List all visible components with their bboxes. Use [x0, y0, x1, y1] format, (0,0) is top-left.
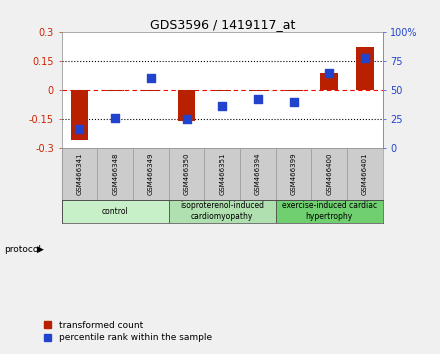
- Point: [147, 76, 154, 81]
- Bar: [62, 200, 169, 223]
- Bar: [276, 148, 312, 200]
- Point: [112, 115, 119, 121]
- Bar: [142, 90, 160, 91]
- Point: [254, 97, 261, 102]
- Text: GSM466400: GSM466400: [326, 153, 332, 195]
- Text: GSM466341: GSM466341: [77, 153, 82, 195]
- Point: [219, 104, 226, 109]
- Point: [326, 70, 333, 75]
- Text: GSM466394: GSM466394: [255, 153, 261, 195]
- Text: isoproterenol-induced
cardiomyopathy: isoproterenol-induced cardiomyopathy: [180, 201, 264, 221]
- Text: exercise-induced cardiac
hypertrophy: exercise-induced cardiac hypertrophy: [282, 201, 377, 221]
- Bar: [62, 148, 97, 200]
- Text: protocol: protocol: [4, 245, 41, 254]
- Text: GSM466348: GSM466348: [112, 153, 118, 195]
- Text: control: control: [102, 207, 128, 216]
- Text: GSM466351: GSM466351: [219, 153, 225, 195]
- Bar: [204, 148, 240, 200]
- Text: GSM466350: GSM466350: [183, 153, 190, 195]
- Point: [76, 126, 83, 131]
- Legend: transformed count, percentile rank within the sample: transformed count, percentile rank withi…: [44, 321, 212, 342]
- Point: [183, 116, 190, 122]
- Bar: [285, 90, 303, 91]
- Bar: [213, 90, 231, 91]
- Bar: [347, 148, 383, 200]
- Bar: [356, 47, 374, 90]
- Text: GSM466399: GSM466399: [290, 153, 297, 195]
- Bar: [97, 148, 133, 200]
- Bar: [249, 90, 267, 91]
- Bar: [312, 148, 347, 200]
- Bar: [169, 200, 276, 223]
- Bar: [240, 148, 276, 200]
- Text: GSM466401: GSM466401: [362, 153, 368, 195]
- Point: [361, 55, 368, 60]
- Text: ▶: ▶: [37, 245, 44, 254]
- Point: [290, 99, 297, 105]
- Bar: [276, 200, 383, 223]
- Bar: [106, 90, 124, 91]
- Bar: [178, 90, 195, 121]
- Text: GSM466349: GSM466349: [148, 153, 154, 195]
- Bar: [70, 90, 88, 140]
- Bar: [133, 148, 169, 200]
- Bar: [320, 73, 338, 90]
- Title: GDS3596 / 1419117_at: GDS3596 / 1419117_at: [150, 18, 295, 31]
- Bar: [169, 148, 204, 200]
